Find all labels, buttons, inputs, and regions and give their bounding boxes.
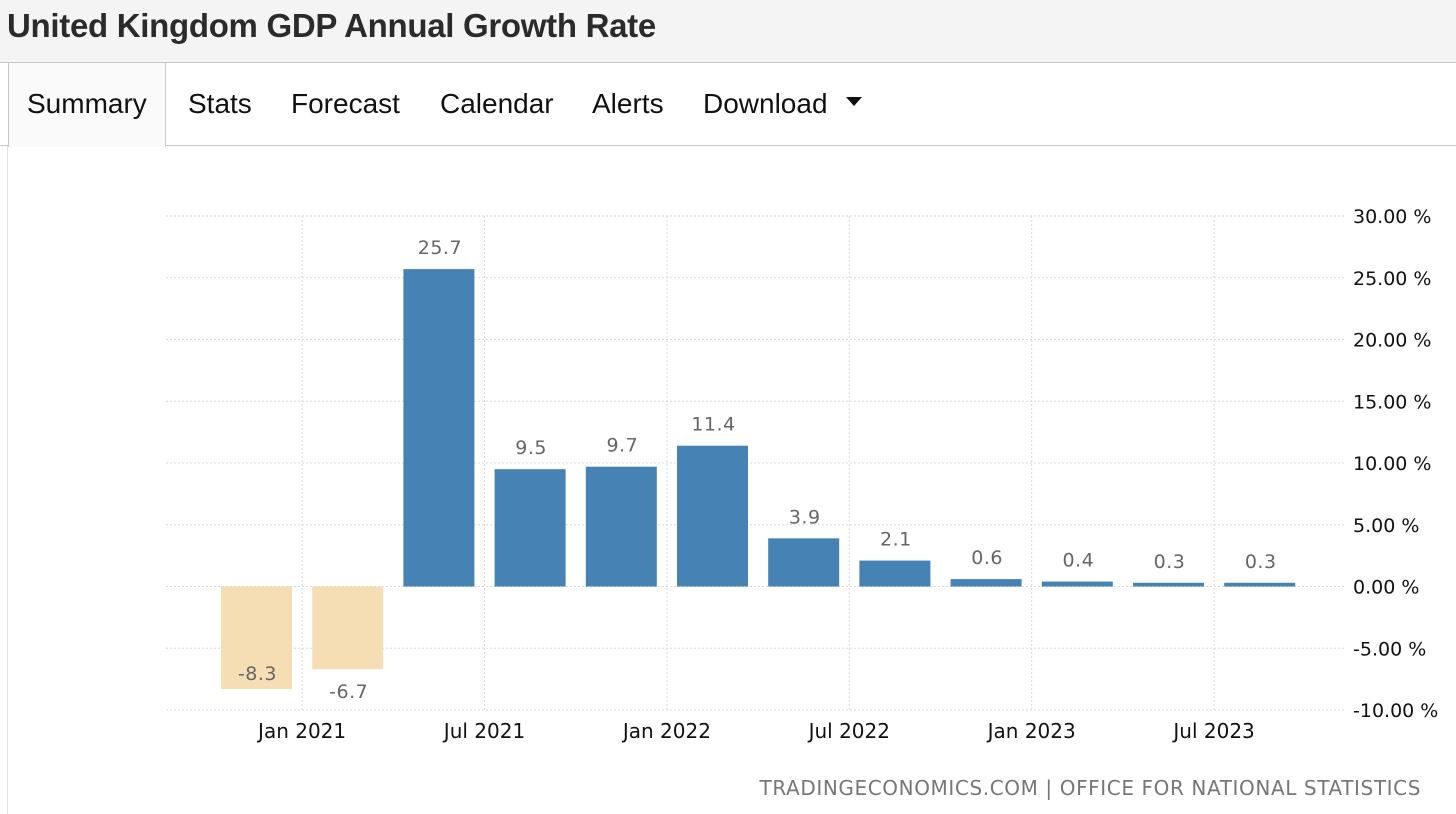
tab-bar: Summary Stats Forecast Calendar Alerts D… (0, 63, 1456, 147)
x-tick-label: Jul 2022 (807, 719, 890, 743)
bar[interactable] (1041, 581, 1113, 587)
bar-value-label: -6.7 (329, 681, 368, 703)
bar[interactable] (221, 586, 292, 690)
chevron-down-icon (845, 97, 862, 107)
labels-layer: 30.00 % 25.00 % 20.00 % 15.00 % 10.00 % 5.00 … (238, 206, 1438, 743)
bar[interactable] (312, 586, 384, 670)
tab-forecast[interactable]: Forecast (291, 88, 400, 119)
bar-value-label: 25.7 (418, 237, 462, 259)
bar-value-label: 0.3 (1154, 551, 1186, 573)
bar[interactable] (1224, 582, 1296, 587)
bar[interactable] (403, 269, 475, 587)
bar-value-label: 0.6 (971, 547, 1003, 569)
tab-alerts[interactable]: Alerts (592, 88, 664, 119)
x-tick-label: Jul 2023 (1171, 719, 1254, 743)
x-tick-label: Jan 2021 (256, 719, 346, 743)
tab-calendar[interactable]: Calendar (440, 88, 554, 119)
y-tick-label: -5.00 % (1353, 638, 1426, 660)
bar[interactable] (585, 466, 657, 587)
y-tick-label: 15.00 % (1353, 391, 1432, 413)
tab-summary[interactable]: Summary (8, 63, 166, 147)
bar-value-label: 11.4 (691, 414, 735, 436)
x-tick-label: Jan 2023 (986, 719, 1076, 743)
x-tick-label: Jul 2021 (442, 719, 525, 743)
bar[interactable] (950, 579, 1022, 587)
page-title: United Kingdom GDP Annual Growth Rate (7, 7, 656, 44)
title-bar: United Kingdom GDP Annual Growth Rate (0, 0, 1456, 63)
bars-layer (221, 269, 1296, 690)
bar-value-label: 0.3 (1245, 551, 1277, 573)
tab-download[interactable]: Download (703, 63, 862, 145)
bar[interactable] (859, 560, 931, 587)
bar-value-label: 0.4 (1062, 550, 1094, 572)
y-tick-label: 5.00 % (1353, 515, 1419, 537)
y-tick-label: -10.00 % (1353, 700, 1438, 722)
bar[interactable] (1133, 582, 1204, 587)
panel-edge (0, 146, 8, 814)
y-tick-label: 30.00 % (1353, 206, 1432, 228)
y-tick-label: 25.00 % (1353, 268, 1432, 290)
bar-value-label: 2.1 (880, 529, 912, 551)
source-credit: TRADINGECONOMICS.COM | OFFICE FOR NATION… (759, 776, 1421, 800)
bar[interactable] (768, 538, 840, 587)
y-tick-label: 10.00 % (1353, 453, 1432, 475)
x-tick-label: Jan 2022 (621, 719, 711, 743)
y-tick-label: 20.00 % (1353, 330, 1432, 352)
y-tick-label: 0.00 % (1353, 577, 1419, 599)
bar[interactable] (677, 445, 748, 587)
bar-value-label: 9.5 (515, 437, 547, 459)
bar[interactable] (494, 469, 566, 587)
tab-download-label: Download (703, 88, 828, 119)
tab-stats[interactable]: Stats (188, 88, 252, 119)
bar-value-label: 9.7 (606, 435, 638, 457)
bar-value-label: -8.3 (238, 663, 277, 685)
bar-value-label: 3.9 (789, 506, 821, 528)
